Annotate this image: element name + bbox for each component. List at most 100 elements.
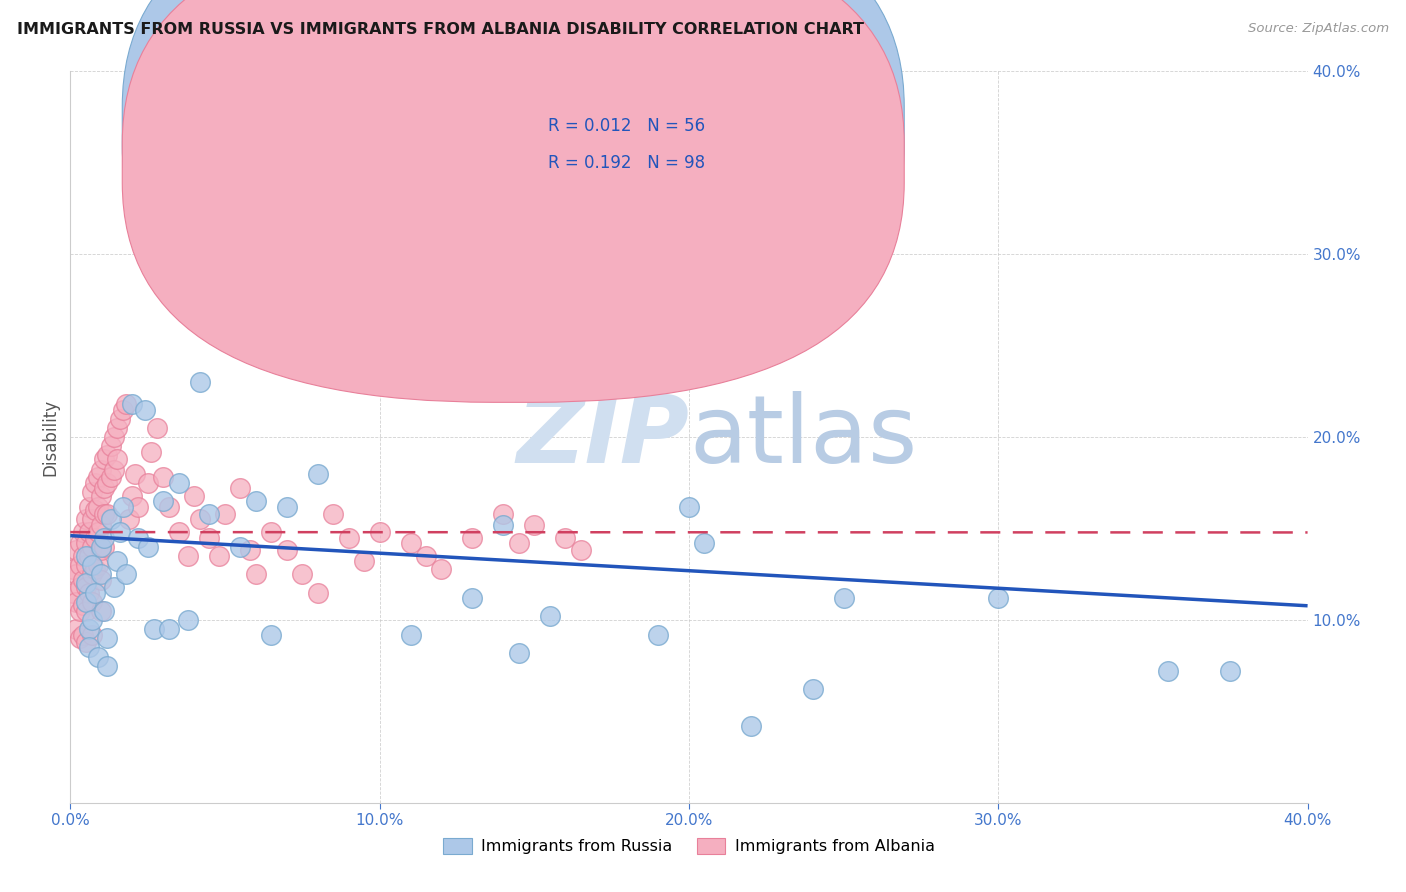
Point [75,576,97,591]
Point [75,549,97,563]
Point [69,558,91,573]
Point [337,324,360,338]
Point [72,573,94,587]
Point [554,531,576,545]
Point [399,536,422,550]
Point [105,554,128,568]
Point [508,646,530,660]
Text: IMMIGRANTS FROM RUSSIA VS IMMIGRANTS FROM ALBANIA DISABILITY CORRELATION CHART: IMMIGRANTS FROM RUSSIA VS IMMIGRANTS FRO… [17,22,863,37]
Point [245,494,267,508]
Point [214,507,236,521]
Point [801,682,824,697]
Point [103,463,125,477]
Point [87,649,110,664]
Point [208,549,231,563]
Text: atlas: atlas [689,391,917,483]
Point [87,558,110,573]
Point [103,430,125,444]
Point [87,500,110,514]
Point [538,609,561,624]
Point [353,554,375,568]
Point [188,375,211,389]
Point [90,489,112,503]
Point [75,580,97,594]
Point [142,622,165,636]
Point [111,402,134,417]
Point [75,512,97,526]
Point [492,517,515,532]
Text: ZIP: ZIP [516,391,689,483]
Point [121,397,143,411]
Point [157,500,180,514]
Point [276,543,298,558]
Legend: Immigrants from Russia, Immigrants from Albania: Immigrants from Russia, Immigrants from … [437,831,941,861]
Point [136,475,159,490]
Point [80,512,103,526]
Point [139,444,162,458]
Point [84,531,107,545]
Text: R = 0.012   N = 56: R = 0.012 N = 56 [548,117,704,136]
Point [77,640,100,655]
Point [108,412,131,426]
Point [93,481,115,495]
Point [647,627,669,641]
Point [523,517,546,532]
Point [239,543,262,558]
Point [167,525,190,540]
Point [90,517,112,532]
Point [77,585,100,599]
Point [93,540,115,554]
Point [75,635,97,649]
Point [80,567,103,582]
Point [96,475,118,490]
Point [100,439,122,453]
Point [492,507,515,521]
Point [77,500,100,514]
Point [90,543,112,558]
Point [115,567,138,582]
Point [87,525,110,540]
Point [77,549,100,563]
Text: R = 0.192   N = 98: R = 0.192 N = 98 [548,153,704,172]
Point [152,470,174,484]
Point [93,604,115,618]
Point [108,525,131,540]
Point [307,585,329,599]
Point [77,622,100,636]
Point [987,591,1010,605]
Point [183,489,205,503]
Point [115,397,138,411]
Point [105,421,128,435]
Point [96,507,118,521]
Point [127,531,149,545]
Point [80,594,103,608]
Point [368,334,391,349]
Point [245,567,267,582]
Point [167,475,190,490]
Point [198,507,221,521]
Point [177,549,200,563]
Point [84,585,107,599]
Point [90,604,112,618]
Point [69,632,91,646]
Point [80,558,103,573]
Point [260,525,283,540]
Point [80,627,103,641]
Point [291,567,314,582]
Point [72,525,94,540]
Point [1219,664,1241,678]
Point [80,613,103,627]
Point [65,594,87,608]
FancyBboxPatch shape [122,0,904,402]
Point [62,562,84,576]
Point [134,402,156,417]
Point [96,448,118,462]
Point [229,540,252,554]
Point [276,500,298,514]
Point [430,562,453,576]
Point [569,334,592,349]
Point [75,558,97,573]
Point [322,507,344,521]
Point [72,549,94,563]
FancyBboxPatch shape [467,94,787,211]
